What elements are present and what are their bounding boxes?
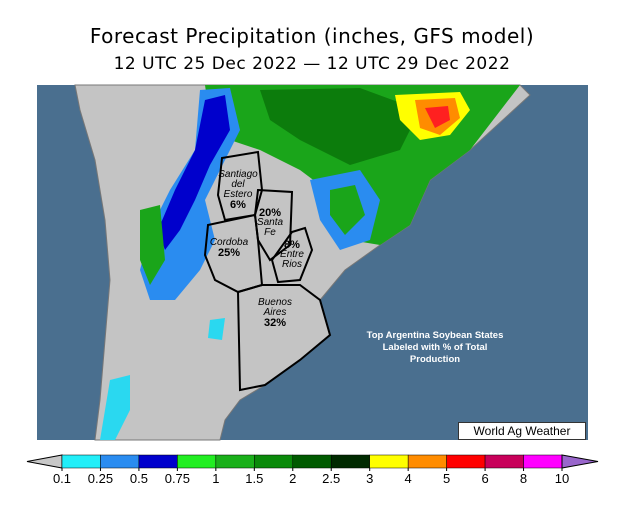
state-name: Santiago del Estero — [218, 169, 258, 200]
state-name: Cordoba — [209, 237, 249, 248]
colorbar-segment — [369, 454, 409, 469]
province-borders — [203, 150, 332, 392]
state-share: 20% — [258, 207, 282, 219]
state-label: Buenos Aires 32% — [250, 297, 300, 329]
colorbar-tick-label: 5 — [442, 471, 451, 486]
state-share: 8% — [284, 239, 300, 251]
colorbar-tick-label: 10 — [554, 471, 570, 486]
colorbar-segment — [330, 454, 370, 469]
colorbar-tick-label: 3 — [366, 471, 374, 486]
colorbar-tick-label: 0.25 — [87, 471, 114, 486]
colorbar — [26, 454, 599, 471]
colorbar-under — [26, 454, 63, 469]
colorbar-tick-label: 6 — [481, 471, 489, 486]
colorbar-segment — [292, 454, 332, 469]
colorbar-segment — [138, 454, 178, 469]
state-label: 20% Santa Fe — [252, 208, 288, 238]
credit: World Ag Weather — [458, 422, 586, 440]
colorbar-tick-label: 1 — [212, 471, 220, 486]
colorbar-segment — [446, 454, 486, 469]
subtitle: 12 UTC 25 Dec 2022 — 12 UTC 29 Dec 2022 — [113, 54, 511, 74]
colorbar-tick-label: 4 — [404, 471, 412, 486]
colorbar-tick-label: 0.75 — [164, 471, 191, 486]
colorbar-segment — [407, 454, 447, 469]
colorbar-tick-label: 0.5 — [129, 471, 148, 486]
state-name: Entre Rios — [280, 249, 304, 270]
colorbar-segment — [215, 454, 255, 469]
state-share: 6% — [230, 199, 246, 211]
state-share: 25% — [217, 247, 241, 259]
title: Forecast Precipitation (inches, GFS mode… — [89, 24, 535, 48]
colorbar-tick-label: 2 — [289, 471, 297, 486]
colorbar-segment — [484, 454, 524, 469]
colorbar-segment — [100, 454, 140, 469]
colorbar-tick-label: 8 — [519, 471, 528, 486]
colorbar-segment — [177, 454, 217, 469]
colorbar-segment — [61, 454, 101, 469]
colorbar-tick-label: 0.1 — [52, 471, 72, 486]
state-label: 8% Entre Rios — [274, 240, 310, 270]
state-name: Buenos Aires — [258, 297, 292, 318]
state-label: Cordoba 25% — [206, 237, 252, 259]
state-label: Santiago del Estero 6% — [216, 169, 260, 211]
state-name: Santa Fe — [256, 217, 284, 238]
colorbar-segment — [523, 454, 563, 469]
colorbar-over — [561, 454, 599, 469]
colorbar-segment — [254, 454, 294, 469]
state-share: 32% — [263, 317, 287, 329]
legend-note: Top Argentina Soybean States Labeled wit… — [366, 330, 504, 365]
colorbar-tick-label: 1.5 — [245, 471, 264, 486]
colorbar-tick-label: 2.5 — [322, 471, 341, 486]
precipitation — [100, 85, 520, 440]
